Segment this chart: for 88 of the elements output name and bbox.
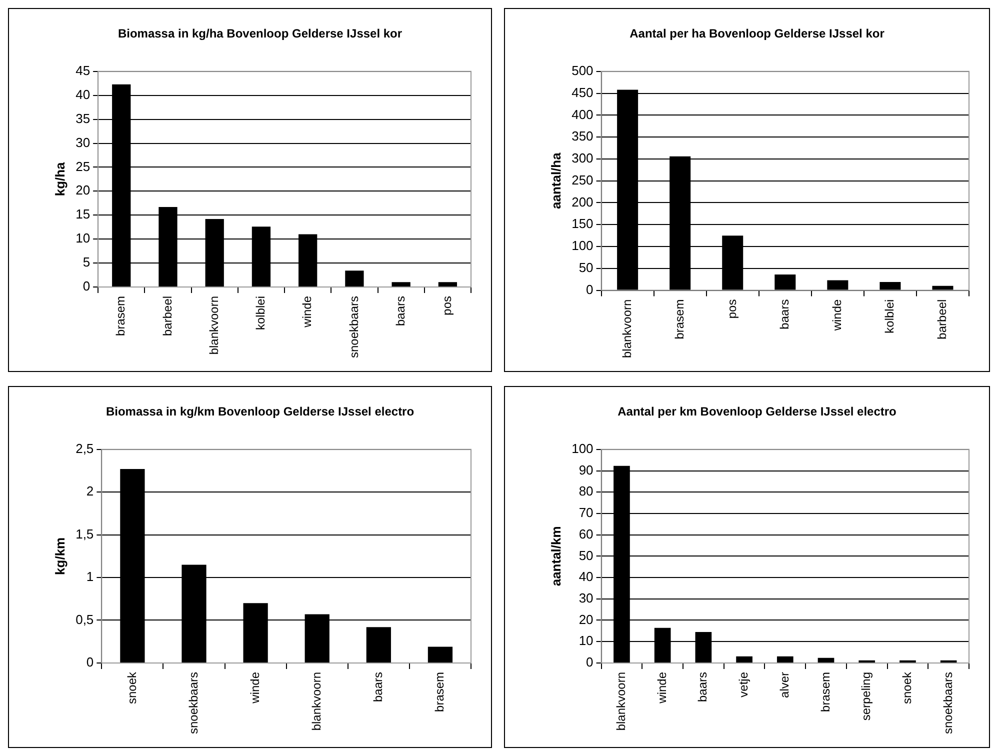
x-tick-label: winde bbox=[300, 296, 314, 328]
y-tick-label: 1,5 bbox=[76, 526, 94, 542]
x-tick-label: baars bbox=[777, 299, 792, 330]
x-tick-label: vetje bbox=[736, 672, 751, 698]
x-tick-label: kolblei bbox=[882, 299, 897, 334]
y-tick-label: 60 bbox=[578, 526, 594, 542]
y-tick-label: 0 bbox=[586, 654, 594, 670]
chart-title: Aantal per km Bovenloop Gelderse IJssel electro bbox=[618, 404, 896, 419]
bar bbox=[776, 656, 794, 662]
y-tick-label: 35 bbox=[76, 110, 90, 126]
y-tick-label: 1 bbox=[86, 569, 94, 584]
bar bbox=[345, 270, 364, 286]
y-tick-label: 30 bbox=[578, 590, 594, 606]
x-tick-label: kolblei bbox=[254, 296, 268, 330]
y-tick-label: 40 bbox=[578, 569, 594, 584]
x-tick-label: brasem bbox=[818, 672, 832, 712]
x-tick-label: pos bbox=[440, 296, 454, 316]
y-tick-label: 100 bbox=[572, 238, 594, 254]
x-tick-label: barbeel bbox=[160, 296, 174, 336]
y-tick-label: 40 bbox=[76, 86, 90, 102]
x-tick-label: snoek bbox=[900, 670, 914, 704]
bar bbox=[736, 656, 752, 662]
x-tick-label: snoekbaars bbox=[940, 672, 955, 734]
y-tick-label: 10 bbox=[578, 633, 594, 648]
x-tick-label: baars bbox=[696, 672, 710, 702]
y-tick-label: 100 bbox=[572, 440, 594, 456]
y-tick-label: 450 bbox=[572, 84, 594, 100]
bar bbox=[827, 280, 848, 290]
x-tick-label: winde bbox=[654, 672, 669, 704]
y-tick-label: 250 bbox=[572, 172, 594, 188]
x-tick-label: baars bbox=[370, 672, 385, 702]
y-tick-label: 30 bbox=[76, 134, 90, 150]
y-axis-title: aantal/km bbox=[548, 526, 564, 586]
bar bbox=[438, 282, 458, 286]
bar bbox=[428, 646, 453, 662]
x-tick-label: snoek bbox=[124, 670, 139, 704]
x-tick-label: brasem bbox=[672, 299, 686, 340]
chart-title: Aantal per ha Bovenloop Gelderse IJssel kor bbox=[630, 26, 885, 41]
x-tick-label: barbeel bbox=[935, 299, 950, 340]
y-tick-label: 300 bbox=[572, 150, 594, 166]
y-tick-label: 400 bbox=[572, 106, 594, 122]
y-axis-title: kg/km bbox=[52, 537, 68, 575]
x-tick-label: blankvoorn bbox=[206, 296, 221, 355]
bar bbox=[366, 627, 391, 662]
y-tick-label: 80 bbox=[578, 484, 594, 499]
y-tick-label: 45 bbox=[76, 62, 90, 78]
chart-title: Biomassa in kg/ha Bovenloop Gelderse IJssel kor bbox=[118, 26, 402, 41]
y-tick-label: 15 bbox=[76, 206, 90, 222]
y-tick-label: 2,5 bbox=[76, 440, 94, 456]
x-tick-label: winde bbox=[830, 298, 844, 332]
y-tick-label: 70 bbox=[578, 505, 594, 520]
y-axis-title: kg/ha bbox=[52, 161, 68, 196]
chart-title: Biomassa in kg/km Bovenloop Gelderse IJssel electro bbox=[106, 404, 414, 419]
x-tick-label: snoekbaars bbox=[346, 296, 361, 358]
y-tick-label: 500 bbox=[572, 62, 594, 78]
y-tick-label: 150 bbox=[572, 216, 594, 232]
bar bbox=[932, 286, 954, 290]
y-tick-label: 20 bbox=[76, 182, 90, 198]
y-tick-label: 50 bbox=[578, 260, 594, 275]
x-tick-label: brasem bbox=[114, 296, 128, 336]
y-tick-label: 0 bbox=[82, 278, 90, 294]
x-tick-label: blankvoorn bbox=[620, 299, 634, 358]
x-tick-label: baars bbox=[393, 296, 408, 326]
y-tick-label: 200 bbox=[572, 194, 594, 210]
x-tick-label: pos bbox=[724, 299, 739, 319]
x-tick-label: blankvoorn bbox=[309, 672, 324, 731]
bar bbox=[818, 658, 834, 662]
y-tick-label: 90 bbox=[578, 462, 594, 478]
x-tick-label: alver bbox=[777, 672, 792, 698]
y-tick-label: 0 bbox=[586, 282, 594, 297]
bar bbox=[880, 282, 901, 290]
y-tick-label: 0,5 bbox=[76, 612, 94, 627]
bar bbox=[774, 274, 796, 290]
y-tick-label: 0 bbox=[86, 654, 94, 670]
y-tick-label: 2 bbox=[86, 484, 94, 499]
y-tick-label: 350 bbox=[572, 128, 594, 144]
y-tick-label: 20 bbox=[578, 612, 594, 627]
y-tick-label: 5 bbox=[82, 254, 90, 270]
bar bbox=[392, 282, 410, 286]
y-tick-label: 10 bbox=[76, 230, 90, 246]
y-tick-label: 25 bbox=[76, 158, 90, 174]
x-tick-label: serpeling bbox=[859, 672, 874, 721]
x-tick-label: brasem bbox=[432, 672, 447, 712]
y-tick-label: 50 bbox=[578, 548, 594, 563]
x-tick-label: blankvoorn bbox=[614, 672, 628, 731]
y-axis-title: aantal/ha bbox=[548, 152, 564, 210]
x-tick-label: winde bbox=[248, 672, 262, 704]
x-tick-label: snoekbaars bbox=[186, 672, 200, 734]
